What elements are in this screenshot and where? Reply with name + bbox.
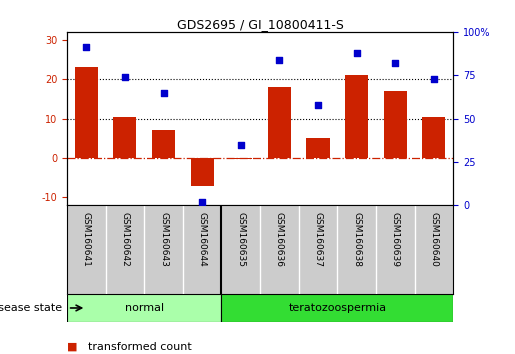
- Text: GSM160643: GSM160643: [159, 212, 168, 267]
- Bar: [113, 116, 136, 158]
- Text: GSM160636: GSM160636: [275, 212, 284, 267]
- Text: ■: ■: [67, 342, 77, 352]
- Point: [198, 199, 206, 205]
- Bar: [221, 294, 453, 322]
- Text: GSM160644: GSM160644: [198, 212, 207, 267]
- Text: teratozoospermia: teratozoospermia: [288, 303, 386, 313]
- Point: [430, 76, 438, 81]
- Point: [82, 45, 91, 50]
- Text: GSM160640: GSM160640: [430, 212, 438, 267]
- Bar: [75, 67, 98, 158]
- Text: GSM160638: GSM160638: [352, 212, 361, 267]
- Text: GSM160637: GSM160637: [314, 212, 322, 267]
- Text: transformed count: transformed count: [88, 342, 191, 352]
- Text: disease state: disease state: [0, 303, 62, 313]
- Bar: [345, 75, 368, 158]
- Text: GSM160635: GSM160635: [236, 212, 245, 267]
- Point: [236, 142, 245, 147]
- Text: normal: normal: [125, 303, 164, 313]
- Point: [275, 57, 283, 62]
- Point: [314, 102, 322, 108]
- Point: [391, 60, 400, 66]
- Text: GSM160641: GSM160641: [82, 212, 91, 267]
- Bar: [306, 138, 330, 158]
- Bar: [384, 91, 407, 158]
- Bar: [422, 116, 445, 158]
- Point: [352, 50, 360, 56]
- Bar: [67, 294, 221, 322]
- Title: GDS2695 / GI_10800411-S: GDS2695 / GI_10800411-S: [177, 18, 344, 31]
- Bar: [268, 87, 291, 158]
- Point: [159, 90, 167, 96]
- Point: [121, 74, 129, 80]
- Text: GSM160642: GSM160642: [121, 212, 129, 267]
- Bar: [152, 130, 175, 158]
- Bar: [191, 158, 214, 185]
- Bar: [229, 158, 252, 159]
- Text: GSM160639: GSM160639: [391, 212, 400, 267]
